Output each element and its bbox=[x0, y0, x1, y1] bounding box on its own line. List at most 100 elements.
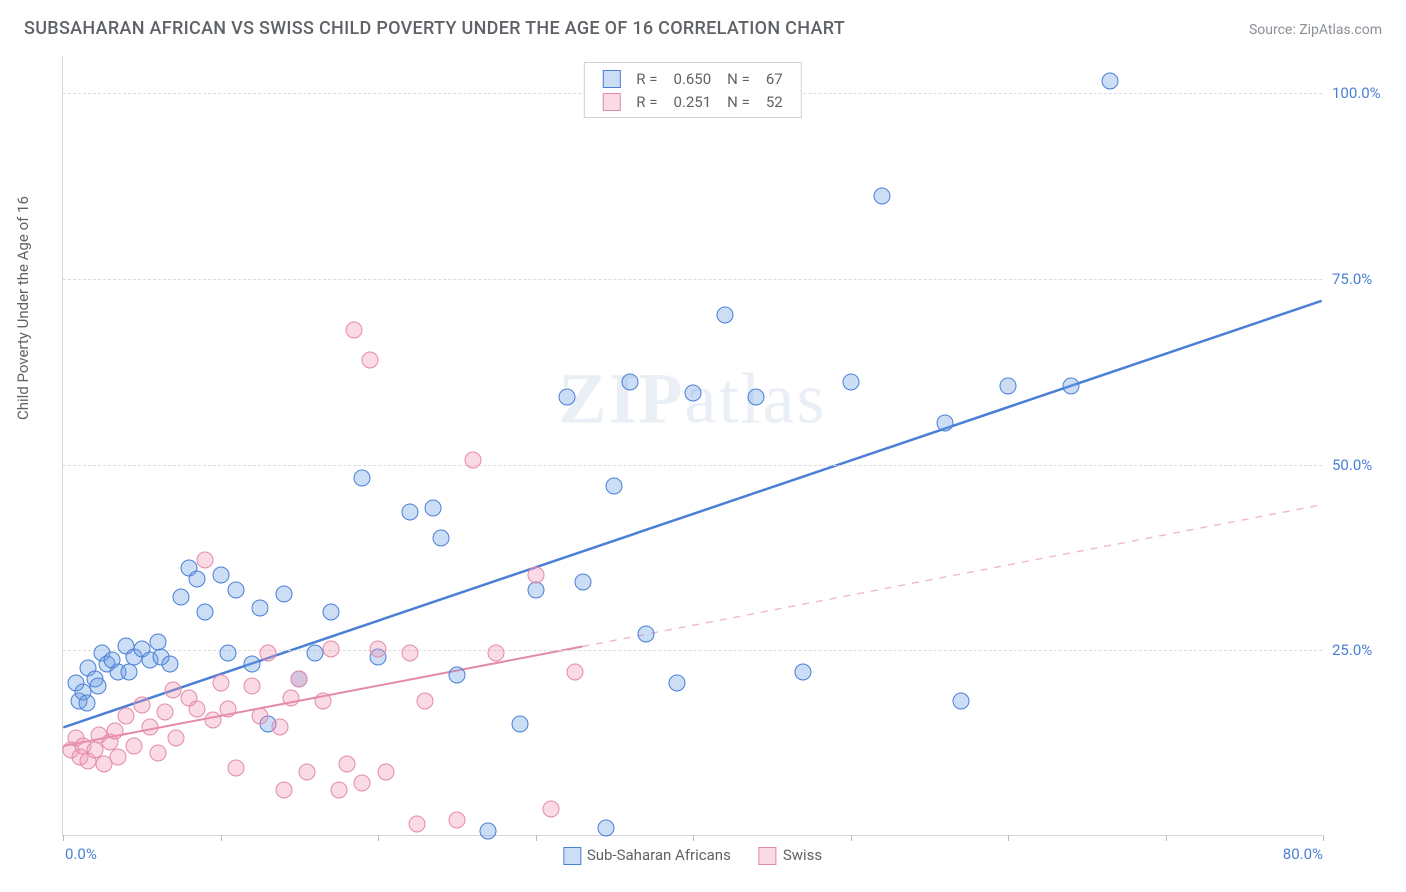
legend-swatch bbox=[602, 70, 620, 88]
data-point bbox=[322, 641, 339, 658]
x-tick-label: 0.0% bbox=[65, 845, 97, 863]
data-point bbox=[874, 188, 891, 205]
data-point bbox=[78, 694, 95, 711]
data-point bbox=[314, 693, 331, 710]
legend-item: Sub-Saharan Africans bbox=[563, 846, 731, 865]
x-tick-mark bbox=[63, 835, 64, 841]
legend-r-value: 0.650 bbox=[665, 67, 719, 90]
data-point bbox=[338, 756, 355, 773]
data-point bbox=[543, 801, 560, 818]
data-point bbox=[622, 373, 639, 390]
data-point bbox=[322, 604, 339, 621]
data-point bbox=[244, 678, 261, 695]
legend-row: R =0.650N =67 bbox=[594, 67, 790, 90]
data-point bbox=[307, 645, 324, 662]
chart-title: SUBSAHARAN AFRICAN VS SWISS CHILD POVERT… bbox=[24, 18, 845, 39]
data-point bbox=[842, 373, 859, 390]
chart-header: SUBSAHARAN AFRICAN VS SWISS CHILD POVERT… bbox=[0, 0, 1406, 51]
legend-row: R =0.251N =52 bbox=[594, 90, 790, 113]
data-point bbox=[401, 503, 418, 520]
data-point bbox=[106, 723, 123, 740]
data-point bbox=[291, 671, 308, 688]
regression-line-extrapolated bbox=[582, 505, 1321, 647]
data-point bbox=[377, 763, 394, 780]
data-point bbox=[433, 529, 450, 546]
data-point bbox=[480, 823, 497, 840]
data-point bbox=[228, 760, 245, 777]
data-point bbox=[448, 812, 465, 829]
data-point bbox=[251, 708, 268, 725]
gridline bbox=[63, 650, 1322, 651]
data-point bbox=[228, 581, 245, 598]
data-point bbox=[118, 708, 135, 725]
data-point bbox=[141, 719, 158, 736]
data-point bbox=[212, 674, 229, 691]
legend-n-label: N = bbox=[719, 90, 758, 113]
y-tick-label: 50.0% bbox=[1332, 456, 1402, 474]
legend-n-label: N = bbox=[719, 67, 758, 90]
data-point bbox=[448, 667, 465, 684]
x-tick-mark bbox=[536, 835, 537, 841]
data-point bbox=[188, 570, 205, 587]
source-link[interactable]: ZipAtlas.com bbox=[1299, 22, 1382, 38]
data-point bbox=[162, 656, 179, 673]
data-point bbox=[125, 737, 142, 754]
legend-swatch bbox=[602, 93, 620, 111]
data-point bbox=[354, 470, 371, 487]
data-point bbox=[370, 641, 387, 658]
data-point bbox=[1000, 377, 1017, 394]
data-point bbox=[121, 663, 138, 680]
data-point bbox=[637, 626, 654, 643]
data-point bbox=[937, 414, 954, 431]
x-tick-mark bbox=[1166, 835, 1167, 841]
data-point bbox=[511, 715, 528, 732]
data-point bbox=[409, 815, 426, 832]
data-point bbox=[149, 745, 166, 762]
data-point bbox=[330, 782, 347, 799]
data-point bbox=[157, 704, 174, 721]
data-point bbox=[173, 589, 190, 606]
data-point bbox=[362, 351, 379, 368]
data-point bbox=[685, 385, 702, 402]
data-point bbox=[168, 730, 185, 747]
data-point bbox=[795, 663, 812, 680]
data-point bbox=[417, 693, 434, 710]
legend-r-value: 0.251 bbox=[665, 90, 719, 113]
correlation-legend: R =0.650N =67R =0.251N =52 bbox=[583, 62, 801, 118]
data-point bbox=[165, 682, 182, 699]
data-point bbox=[566, 663, 583, 680]
data-point bbox=[488, 645, 505, 662]
data-point bbox=[196, 604, 213, 621]
data-point bbox=[425, 500, 442, 517]
legend-r-label: R = bbox=[628, 67, 665, 90]
y-tick-label: 25.0% bbox=[1332, 641, 1402, 659]
data-point bbox=[89, 678, 106, 695]
data-point bbox=[527, 567, 544, 584]
x-tick-mark bbox=[693, 835, 694, 841]
data-point bbox=[716, 307, 733, 324]
x-tick-label: 80.0% bbox=[1283, 845, 1323, 863]
x-tick-mark bbox=[1323, 835, 1324, 841]
source-attribution: Source: ZipAtlas.com bbox=[1249, 22, 1382, 38]
data-point bbox=[196, 552, 213, 569]
x-tick-mark bbox=[851, 835, 852, 841]
data-point bbox=[1102, 73, 1119, 90]
series-legend: Sub-Saharan Africans Swiss bbox=[563, 846, 822, 865]
legend-item: Swiss bbox=[759, 846, 822, 865]
data-point bbox=[669, 674, 686, 691]
data-point bbox=[188, 700, 205, 717]
data-point bbox=[574, 574, 591, 591]
data-point bbox=[559, 388, 576, 405]
data-point bbox=[220, 645, 237, 662]
data-point bbox=[244, 656, 261, 673]
scatter-plot: ZIPatlas R =0.650N =67R =0.251N =52 Sub-… bbox=[62, 56, 1322, 836]
data-point bbox=[220, 700, 237, 717]
data-point bbox=[133, 697, 150, 714]
data-point bbox=[204, 711, 221, 728]
x-tick-mark bbox=[221, 835, 222, 841]
y-axis-label: Child Poverty Under the Age of 16 bbox=[14, 196, 32, 420]
data-point bbox=[464, 451, 481, 468]
legend-swatch bbox=[563, 847, 581, 865]
data-point bbox=[275, 585, 292, 602]
data-point bbox=[527, 581, 544, 598]
